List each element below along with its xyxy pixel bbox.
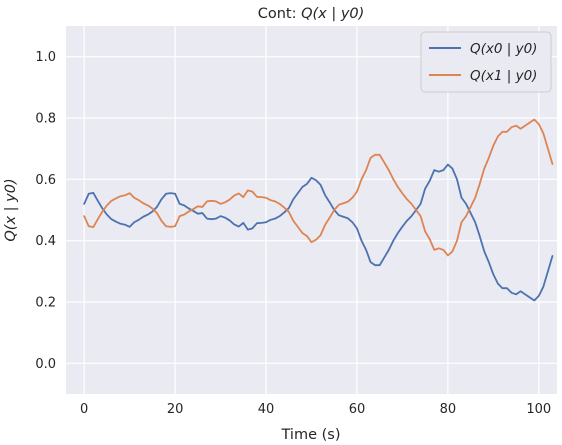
- series-layer: [83, 118, 554, 302]
- x-tick-label: 40: [258, 402, 275, 417]
- y-tick-label: 1.0: [35, 50, 56, 65]
- chart-title-prefix: Cont:: [258, 6, 301, 22]
- legend-label-series-0: Q(x0 | y0): [470, 41, 537, 57]
- x-tick-label: 0: [80, 402, 88, 417]
- y-tick-label: 0.8: [35, 112, 56, 127]
- y-tick-label: 0.2: [35, 296, 56, 311]
- series-line-0: [83, 163, 554, 302]
- x-tick-label: 80: [440, 402, 457, 417]
- y-axis-label: Q(x | y0): [3, 178, 19, 241]
- x-tick-label: 20: [167, 402, 184, 417]
- x-tick-label: 100: [526, 402, 551, 417]
- y-tick-label: 0.4: [35, 234, 56, 249]
- chart-title-math: Q(x | y0): [301, 6, 364, 22]
- legend-label-series-1: Q(x1 | y0): [470, 68, 537, 84]
- series-line-1: [83, 118, 554, 257]
- y-tick-label: 0.0: [35, 357, 56, 372]
- y-tick-label: 0.6: [35, 173, 56, 188]
- x-axis-label: Time (s): [281, 427, 341, 443]
- legend: Q(x0 | y0) Q(x1 | y0): [420, 31, 552, 93]
- tick-labels: 0 20 40 60 80 100 0.0 0.2 0.4 0.6 0.8 1.0: [35, 50, 551, 417]
- x-tick-label: 60: [349, 402, 366, 417]
- chart-title: Cont: Q(x | y0): [258, 6, 365, 22]
